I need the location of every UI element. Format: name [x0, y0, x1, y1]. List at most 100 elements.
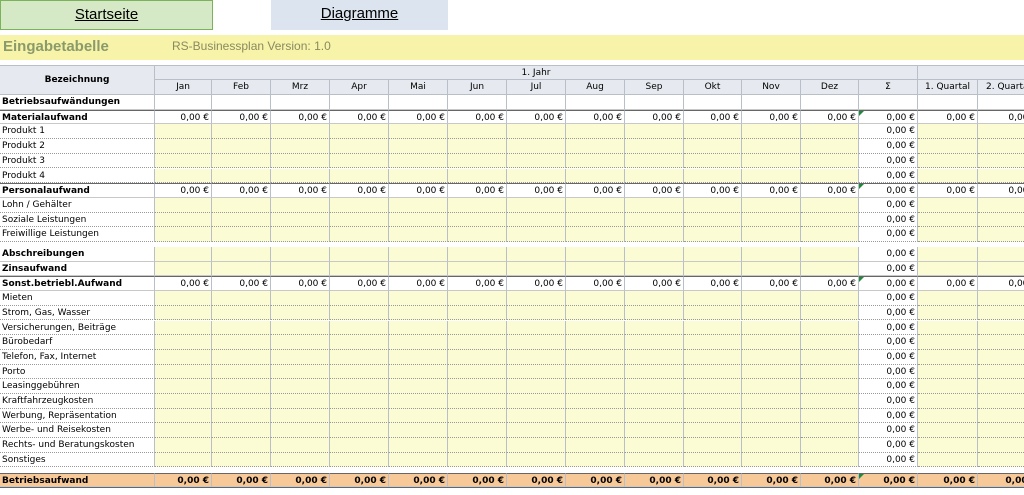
value-cell: 0,00 € [389, 109, 448, 125]
value-cell: 0,00 € [389, 276, 448, 292]
value-cell: 0,00 € [212, 109, 271, 125]
row-label: Materialaufwand [0, 109, 155, 125]
value-cell [448, 261, 507, 277]
value-cell [212, 124, 271, 140]
value-cell [155, 247, 212, 262]
value-cell [330, 364, 389, 380]
row-label: Produkt 1 [0, 124, 155, 140]
value-cell [330, 320, 389, 336]
value-cell: 0,00 € [859, 109, 918, 125]
value-cell [330, 408, 389, 424]
row-label: Porto [0, 364, 155, 380]
value-cell [801, 364, 859, 380]
value-cell: 0,00 € [625, 183, 684, 198]
value-cell [271, 139, 330, 154]
value-cell [507, 423, 566, 439]
value-cell: 0,00 € [859, 291, 918, 306]
value-cell [742, 291, 801, 306]
value-cell [155, 305, 212, 321]
value-cell [330, 227, 389, 242]
value-cell [978, 153, 1024, 169]
value-cell [389, 305, 448, 321]
column-header: Mrz [271, 80, 330, 95]
value-cell [566, 305, 625, 321]
value-cell [271, 408, 330, 424]
value-cell: 0,00 € [507, 109, 566, 125]
value-cell [389, 452, 448, 468]
value-cell [212, 247, 271, 262]
value-cell [448, 335, 507, 350]
value-cell [155, 394, 212, 409]
value-cell [507, 197, 566, 213]
value-cell [566, 452, 625, 468]
value-cell [389, 95, 448, 110]
value-cell [330, 124, 389, 140]
row-label: Mieten [0, 291, 155, 306]
value-cell [212, 394, 271, 409]
comment-marker [859, 184, 864, 190]
column-header: Feb [212, 80, 271, 95]
value-cell [507, 305, 566, 321]
value-cell [918, 247, 978, 262]
value-cell: 0,00 € [978, 109, 1024, 125]
value-cell [271, 227, 330, 242]
value-cell [684, 438, 742, 453]
value-cell [155, 452, 212, 468]
value-cell: 0,00 € [801, 276, 859, 292]
value-cell [389, 320, 448, 336]
value-cell [330, 212, 389, 228]
value-cell [918, 364, 978, 380]
comment-marker [859, 277, 864, 283]
value-cell: 0,00 € [742, 109, 801, 125]
value-cell: 0,00 € [507, 276, 566, 292]
value-cell [448, 438, 507, 453]
value-cell: 0,00 € [330, 276, 389, 292]
nav-button[interactable]: Startseite [0, 0, 213, 30]
column-header: 2. Quartal [978, 80, 1024, 95]
value-cell: 0,00 € [801, 109, 859, 125]
value-cell [684, 124, 742, 140]
row-label: Rechts- und Beratungskosten [0, 438, 155, 453]
value-cell [330, 153, 389, 169]
value-cell [801, 153, 859, 169]
value-cell: 0,00 € [566, 276, 625, 292]
value-cell: 0,00 € [684, 109, 742, 125]
value-cell [271, 212, 330, 228]
value-cell [801, 247, 859, 262]
value-cell [155, 197, 212, 213]
value-cell [212, 408, 271, 424]
value-cell [507, 227, 566, 242]
value-cell [742, 305, 801, 321]
value-cell [448, 379, 507, 394]
version: RS-Businessplan Version: 1.0 [172, 39, 331, 53]
value-cell [684, 291, 742, 306]
nav-button[interactable]: Diagramme [271, 0, 448, 30]
value-cell [918, 153, 978, 169]
value-cell: 0,00 € [507, 472, 566, 488]
value-cell [918, 394, 978, 409]
value-cell [978, 408, 1024, 424]
value-cell [271, 452, 330, 468]
value-cell [918, 408, 978, 424]
sheet-title: Eingabetabelle [3, 38, 109, 55]
value-cell [684, 364, 742, 380]
value-cell [625, 379, 684, 394]
value-cell [389, 364, 448, 380]
row-label: Produkt 3 [0, 153, 155, 169]
value-cell [155, 153, 212, 169]
column-header: Okt [684, 80, 742, 95]
row-label: Produkt 2 [0, 139, 155, 154]
value-cell [625, 124, 684, 140]
value-cell [155, 320, 212, 336]
value-cell [566, 247, 625, 262]
value-cell: 0,00 € [859, 124, 918, 140]
value-cell [212, 291, 271, 306]
value-cell [742, 124, 801, 140]
value-cell [684, 320, 742, 336]
value-cell [389, 247, 448, 262]
value-cell [271, 261, 330, 277]
value-cell [271, 349, 330, 365]
value-cell [978, 227, 1024, 242]
value-cell [566, 168, 625, 184]
value-cell [742, 95, 801, 110]
